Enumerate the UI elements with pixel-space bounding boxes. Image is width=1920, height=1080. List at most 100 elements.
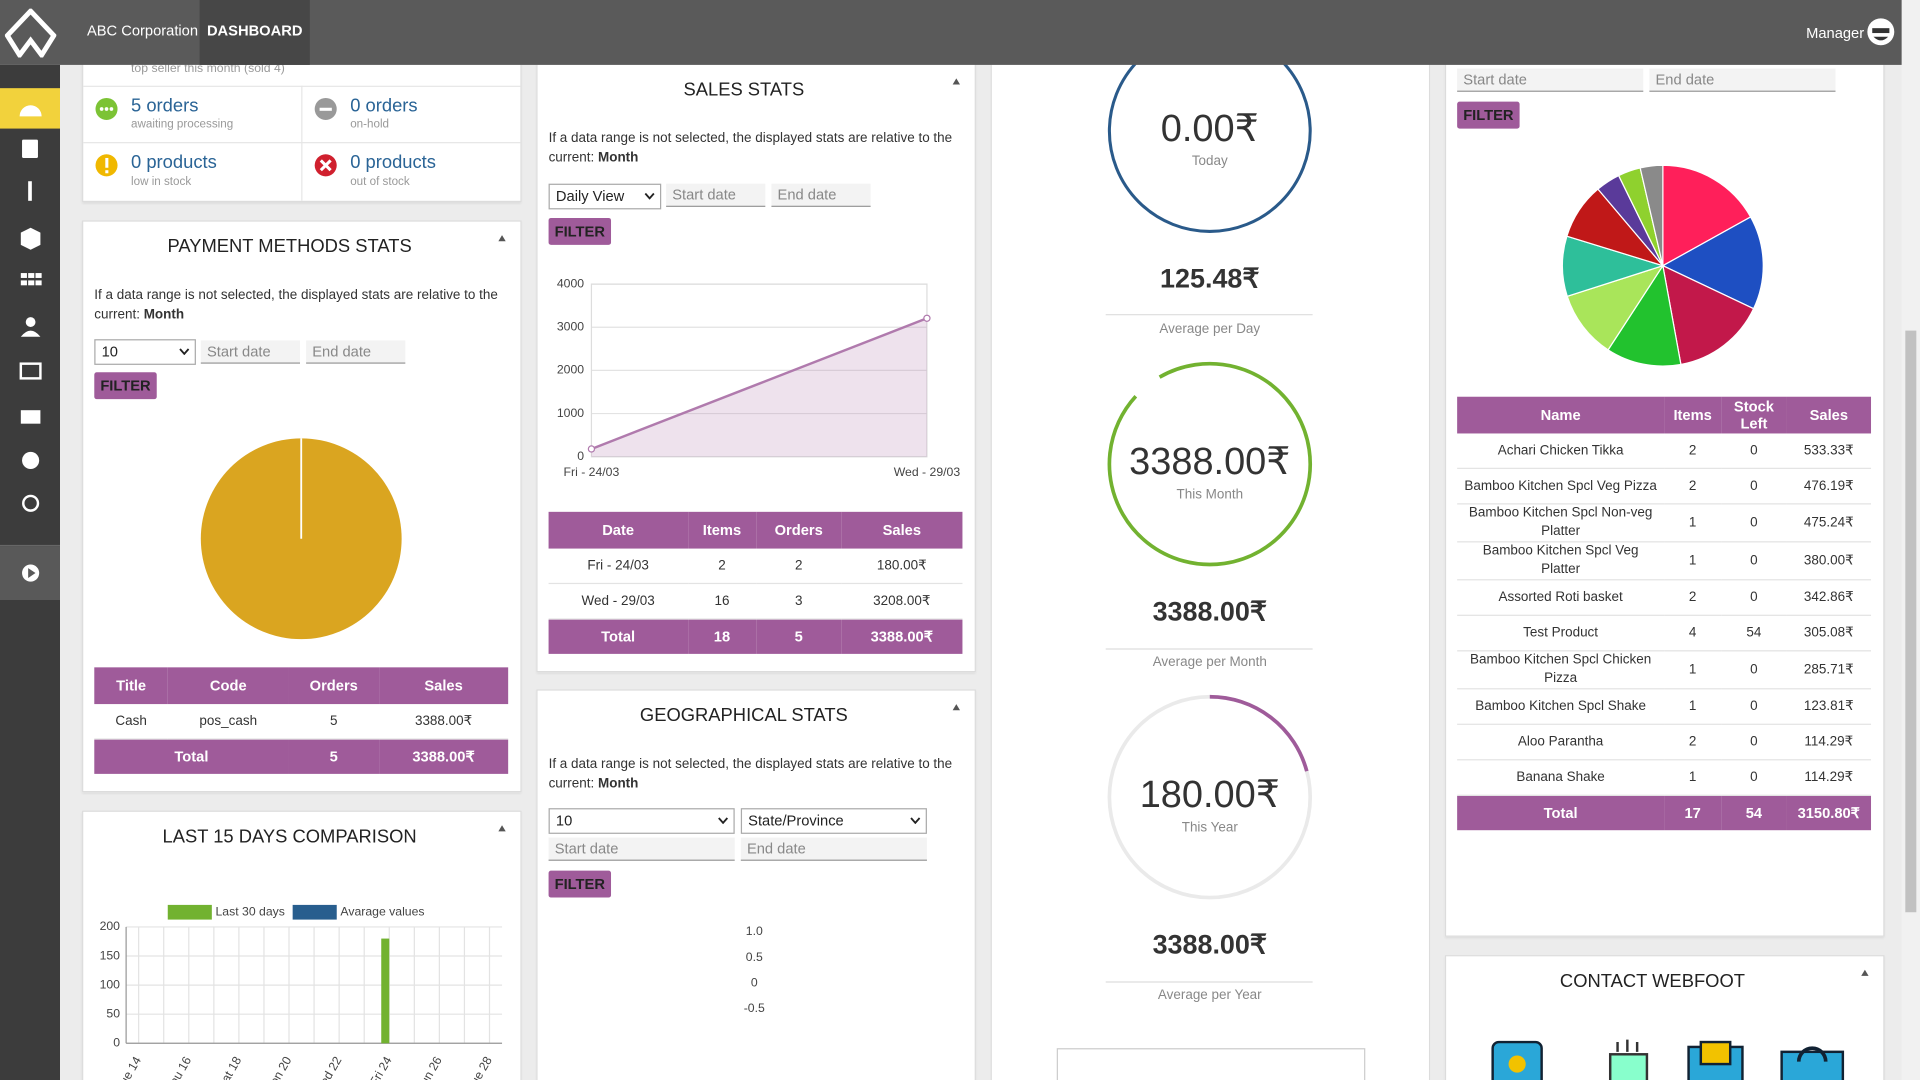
- x-tick-label: Wed - 29/03: [894, 465, 961, 479]
- y-tick-label: 0.5: [746, 950, 763, 964]
- company-name[interactable]: ABC Corporation: [86, 22, 199, 40]
- gauge-value: 3388.00₹: [1129, 441, 1290, 483]
- select-value: Daily View: [555, 187, 625, 205]
- end-date-input[interactable]: End date: [306, 340, 406, 364]
- table-cell: 0: [1721, 688, 1787, 725]
- table-row: Bamboo Kitchen Spcl Non-veg Platter 1 0 475…: [1457, 503, 1872, 543]
- area: [591, 318, 927, 457]
- table-row: Bamboo Kitchen Spcl Chicken Pizza 1 0 285.7…: [1457, 650, 1872, 690]
- comparison-panel: LAST 15 DAYS COMPARISON: [82, 810, 522, 1080]
- status-value[interactable]: 0 orders: [350, 95, 418, 117]
- table-cell: Bamboo Kitchen Spcl Chicken Pizza: [1457, 650, 1665, 690]
- table-cell: 0: [1721, 724, 1787, 761]
- table-cell: 285.71₹: [1786, 650, 1872, 690]
- status-label: awaiting processing: [131, 117, 234, 132]
- status-value[interactable]: 0 products: [350, 151, 436, 173]
- x-tick-label: Wed 22: [311, 1054, 344, 1080]
- gauge-value: 0.00₹: [1161, 108, 1259, 150]
- table-row: Wed - 29/03 16 3 3208.00₹: [548, 583, 963, 620]
- start-date-input[interactable]: Start date: [200, 340, 301, 364]
- pie-slice: [1662, 164, 1752, 267]
- chevron: [179, 348, 190, 356]
- table-cell: Assorted Roti basket: [1457, 579, 1665, 616]
- filter-button[interactable]: FILTER: [548, 870, 612, 898]
- table-row: Bamboo Kitchen Spcl Shake 1 0 123.81₹: [1457, 688, 1872, 725]
- start-date-input[interactable]: Start date: [1457, 68, 1644, 92]
- dashboard-tab[interactable]: DASHBOARD: [199, 0, 310, 65]
- table-cell: 2: [687, 548, 757, 585]
- table-cell: 180.00₹: [841, 548, 963, 585]
- end-date-input[interactable]: End date: [771, 183, 871, 207]
- top-seller-note: top seller this month (sold 4): [131, 62, 285, 76]
- table-cell: 0: [1721, 579, 1787, 616]
- data-table: Date Items Orders Sales Fri - 24/03 2 2 180.00₹…: [548, 511, 963, 654]
- total-cell: 3388.00₹: [378, 738, 509, 774]
- filter-button[interactable]: FILTER: [548, 217, 612, 245]
- legend-label: Last 30 days: [216, 904, 285, 918]
- column-header: Code: [167, 667, 289, 705]
- x-tick-label: Fri - 24/03: [564, 465, 620, 479]
- filter-button[interactable]: FILTER: [1457, 101, 1520, 129]
- geo-panel: GEOGRAPHICAL STATS If a data range is no…: [536, 689, 976, 1080]
- point: [923, 314, 931, 322]
- total-cell: 3388.00₹: [841, 618, 963, 654]
- status-label: on-hold: [350, 117, 390, 132]
- column-header: Sales: [1786, 396, 1872, 434]
- filter-button[interactable]: FILTER: [94, 372, 157, 400]
- sales-table: Date Items Orders Sales Fri - 24/03 2 2 180.00₹…: [548, 511, 963, 654]
- limit-select[interactable]: 10: [94, 339, 196, 365]
- region-select[interactable]: State/Province: [740, 808, 927, 834]
- note-text: If a data range is not selected, the dis…: [94, 287, 498, 323]
- table-row: Test Product 4 54 305.08₹: [1457, 615, 1872, 652]
- status-icon: [314, 154, 337, 177]
- chevron: [910, 817, 921, 825]
- y-tick-label: 0: [751, 975, 758, 989]
- avatar[interactable]: [1866, 17, 1895, 46]
- x-tick-label: Tue 14: [113, 1054, 144, 1080]
- sales-panel: SALES STATS If a data range is not selec…: [536, 48, 976, 673]
- status-value[interactable]: 0 products: [131, 151, 217, 173]
- total-row: Total 17 54 3150.80₹: [1457, 795, 1872, 831]
- table-cell: 0: [1721, 541, 1787, 581]
- top-bar: ABC Corporation DASHBOARD Manager: [0, 0, 1902, 65]
- scroll-thumb[interactable]: [1905, 330, 1917, 913]
- view-select[interactable]: Daily View: [548, 183, 662, 210]
- table-cell: 4: [1664, 615, 1722, 652]
- logo[interactable]: [4, 8, 57, 58]
- user-name[interactable]: Manager: [1806, 24, 1865, 42]
- start-date-input[interactable]: Start date: [548, 837, 735, 861]
- panel-title: SALES STATS: [683, 79, 805, 101]
- end-date-input[interactable]: End date: [1649, 68, 1836, 92]
- x-tick-label: Mon 20: [262, 1054, 295, 1080]
- pie-slice: [1661, 216, 1764, 310]
- table-cell: Aloo Parantha: [1457, 724, 1665, 761]
- total-row: Total 5 3388.00₹: [94, 738, 509, 774]
- table-row: Bamboo Kitchen Spcl Veg Platter 1 0 380.00₹: [1457, 541, 1872, 581]
- nav-icons: [19, 105, 42, 512]
- pie-slice: [1639, 164, 1664, 266]
- table-cell: 16: [687, 583, 757, 620]
- gauge-average-label: Average per Year: [1158, 987, 1262, 1002]
- header-row: Title Code Orders Sales: [94, 667, 509, 705]
- column-header: Orders: [288, 667, 379, 705]
- pie-slice: [1566, 264, 1665, 351]
- gauge-dividers: [1105, 314, 1313, 983]
- table-cell: 0: [1721, 468, 1787, 505]
- limit-select[interactable]: 10: [548, 808, 735, 834]
- table-cell: 475.24₹: [1786, 503, 1872, 543]
- nav-separator: [0, 544, 61, 547]
- end-date-input[interactable]: End date: [740, 837, 927, 861]
- table-row: Banana Shake 1 0 114.29₹: [1457, 759, 1872, 796]
- status-value[interactable]: 5 orders: [131, 95, 199, 117]
- play-nav-item[interactable]: [0, 546, 61, 601]
- scrollbar[interactable]: [1901, 0, 1920, 1080]
- x-tick-label: Sat 18: [214, 1054, 244, 1080]
- column-header: Title: [94, 667, 168, 705]
- data-table: Title Code Orders Sales Cash pos_cash 5 3388.00…: [94, 667, 509, 774]
- table-row: Aloo Parantha 2 0 114.29₹: [1457, 724, 1872, 761]
- status-label: low in stock: [131, 175, 192, 189]
- start-date-input[interactable]: Start date: [666, 183, 766, 207]
- header-row: Date Items Orders Sales: [548, 511, 963, 549]
